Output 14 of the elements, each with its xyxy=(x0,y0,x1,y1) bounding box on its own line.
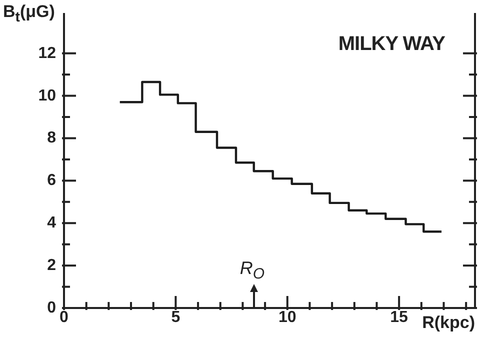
y-tick-label: 6 xyxy=(47,172,56,190)
y-tick-label: 4 xyxy=(47,214,56,232)
y-tick-label: 2 xyxy=(47,257,56,274)
y-tick-label: 10 xyxy=(38,87,56,104)
x-tick-label: 0 xyxy=(60,309,69,326)
x-tick-label: 10 xyxy=(278,309,296,326)
y-tick-label: 12 xyxy=(38,44,56,62)
y-axis-title: B$_{t}$(μG) xyxy=(3,2,55,26)
y-tick-label: 8 xyxy=(47,130,56,147)
ref-line-label: R$_{O}$ xyxy=(240,258,265,283)
x-tick-label: 15 xyxy=(390,309,408,326)
text: MILKY WAY xyxy=(338,33,445,56)
x-axis-title: R(kpc) xyxy=(422,313,475,333)
x-tick-label: 5 xyxy=(171,309,180,326)
